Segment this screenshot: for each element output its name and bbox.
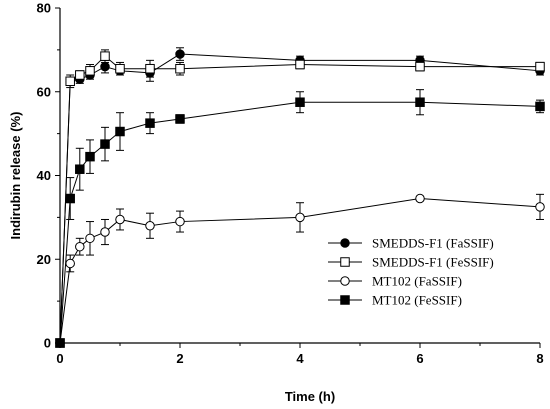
data-point <box>65 258 75 269</box>
data-point <box>100 139 110 149</box>
data-point <box>85 66 95 76</box>
data-point <box>115 126 125 137</box>
x-tick-label: 6 <box>416 351 423 366</box>
data-point <box>145 118 155 128</box>
x-tick-label: 8 <box>536 351 543 366</box>
series-3 <box>55 89 545 348</box>
data-point <box>55 338 65 348</box>
data-point <box>535 101 545 112</box>
legend-item-2: MT102 (FaSSIF) <box>328 274 462 289</box>
legend-label: SMEDDS-F1 (FaSSIF) <box>372 236 494 251</box>
data-point <box>535 61 545 72</box>
data-point <box>415 61 425 72</box>
y-tick-label: 60 <box>37 84 51 99</box>
data-point <box>75 241 85 252</box>
data-point <box>295 59 305 70</box>
x-tick-label: 4 <box>296 351 304 366</box>
data-point <box>115 214 125 225</box>
legend-marker <box>340 257 350 267</box>
data-point <box>100 61 110 72</box>
y-tick-label: 80 <box>37 1 51 16</box>
data-point <box>175 114 185 124</box>
series-layer <box>55 47 545 348</box>
data-point <box>145 221 155 231</box>
data-point <box>65 193 75 204</box>
data-point <box>115 63 125 74</box>
data-point <box>295 212 305 223</box>
legend-item-1: SMEDDS-F1 (FeSSIF) <box>328 255 494 270</box>
legend-marker <box>340 276 350 286</box>
data-point <box>415 193 425 204</box>
x-tick-label: 2 <box>176 351 183 366</box>
data-point <box>75 70 85 80</box>
y-tick-label: 0 <box>44 336 51 351</box>
y-tick-label: 20 <box>37 252 51 267</box>
y-axis-title: Indirubin release (%) <box>8 112 23 240</box>
legend-item-0: SMEDDS-F1 (FaSSIF) <box>328 236 494 251</box>
data-point <box>145 63 155 74</box>
legend-label: MT102 (FaSSIF) <box>372 274 462 289</box>
data-point <box>100 227 110 237</box>
legend-marker <box>340 238 350 248</box>
x-tick-label: 0 <box>56 351 63 366</box>
y-tick-label: 40 <box>37 168 51 183</box>
legend-label: MT102 (FeSSIF) <box>372 293 462 308</box>
data-point <box>175 49 185 59</box>
legend-label: SMEDDS-F1 (FeSSIF) <box>372 255 494 270</box>
data-point <box>100 51 110 61</box>
legend-marker <box>340 295 350 305</box>
legend: SMEDDS-F1 (FaSSIF) SMEDDS-F1 (FeSSIF) MT10… <box>328 236 494 308</box>
series-2 <box>55 193 545 348</box>
data-point <box>295 97 305 107</box>
legend-item-3: MT102 (FeSSIF) <box>328 293 462 308</box>
data-point <box>415 97 425 107</box>
data-point <box>535 202 545 212</box>
data-point <box>175 63 185 74</box>
x-axis-title: Time (h) <box>285 389 335 404</box>
data-point <box>65 76 75 87</box>
data-point <box>85 151 95 162</box>
data-point <box>75 164 85 174</box>
data-point <box>175 216 185 227</box>
data-point <box>85 233 95 244</box>
